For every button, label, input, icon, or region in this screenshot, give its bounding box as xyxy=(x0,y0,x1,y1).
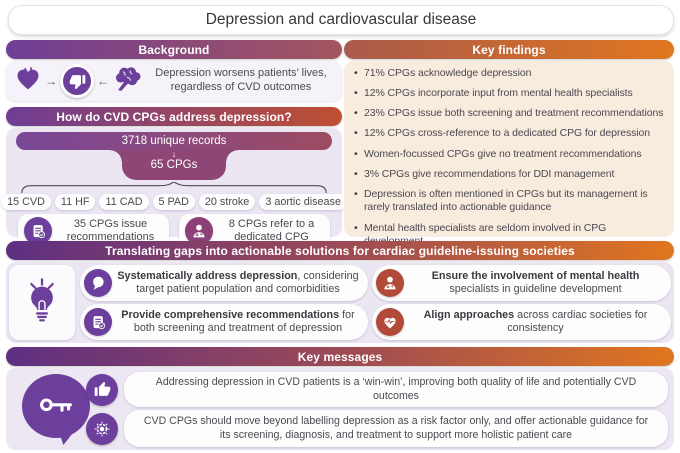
finding-item: Women-focussed CPGs give no treatment re… xyxy=(354,148,666,162)
key-message-card: CVD CPGs should move beyond labelling de… xyxy=(124,410,668,447)
solution-text-rest: for both screening and treatment of depr… xyxy=(133,308,355,334)
key-messages-label: Key messages xyxy=(297,349,383,364)
key-message-row: CVD CPGs should move beyond labelling de… xyxy=(86,410,668,447)
solution-text-bold: Ensure the involvement of mental health xyxy=(431,269,640,282)
chip-cvd: 15 CVD xyxy=(1,194,51,210)
brace-shape xyxy=(21,182,327,193)
solutions-panel: Systematically address depression, consi… xyxy=(6,262,674,343)
solutions-header-label: Translating gaps into actionable solutio… xyxy=(105,243,575,258)
cpg-panel: 3718 unique records ↓ 65 CPGs 15 CVD 11 … xyxy=(1,128,347,248)
heart-icon xyxy=(14,65,42,98)
chip-aortic: 3 aortic disease xyxy=(259,194,347,210)
solution-card-align-approaches: Align approaches across cardiac societie… xyxy=(372,304,671,340)
funnel-neck: ↓ 65 CPGs xyxy=(110,149,238,180)
solution-text-bold: Provide comprehensive recommendations xyxy=(121,308,340,321)
background-card: → ← Depression worsens patients’ lives, … xyxy=(6,61,342,101)
solution-text: Ensure the involvement of mental health … xyxy=(408,270,663,296)
key-messages-panel: Addressing depression in CVD patients is… xyxy=(6,368,674,450)
brain-icon xyxy=(112,64,144,99)
thumbs-down-icon xyxy=(60,64,94,98)
lightbulb-icon xyxy=(22,276,62,329)
right-arrow-icon: → xyxy=(45,74,57,88)
funnel-cpgs-label: 65 CPGs xyxy=(150,159,198,171)
chip-stroke: 20 stroke xyxy=(198,194,256,210)
solution-text-rest: specialists in guideline development xyxy=(449,283,622,295)
chip-hf: 11 HF xyxy=(54,194,96,210)
cpg-card-dedicated-text: 8 CPGs refer to a dedicated CPG xyxy=(228,217,315,243)
key-findings-label: Key findings xyxy=(472,42,546,57)
key-message-row: Addressing depression in CVD patients is… xyxy=(86,372,668,407)
finding-item: 23% CPGs issue both screening and treatm… xyxy=(354,107,666,121)
finding-item: 3% CPGs give recommendations for DDI man… xyxy=(354,168,666,182)
background-header: Background xyxy=(6,40,342,59)
chip-pad: 5 PAD xyxy=(152,194,195,210)
page-title-text: Depression and cardiovascular disease xyxy=(205,11,477,28)
solution-text-rest: , considering target patient population … xyxy=(136,269,359,295)
funnel-records-label: 3718 unique records xyxy=(121,135,227,147)
funnel-records-bar: 3718 unique records xyxy=(16,132,332,150)
solution-text-bold: Align approaches xyxy=(423,308,515,321)
cpg-card-recommendations-text: 35 CPGs issue recommendations xyxy=(66,217,155,243)
key-icon xyxy=(40,398,72,412)
solution-card-comprehensive-recommendations: Provide comprehensive recommendations fo… xyxy=(80,304,368,340)
left-arrow-icon: ← xyxy=(97,74,109,88)
cpg-question-header: How do CVD CPGs address depression? xyxy=(6,107,342,126)
solutions-header: Translating gaps into actionable solutio… xyxy=(6,241,674,260)
checklist-icon xyxy=(24,217,52,245)
solution-text-bold: Systematically address depression xyxy=(117,269,298,282)
down-arrow-icon: ↓ xyxy=(171,149,177,159)
doctor-icon xyxy=(376,269,404,297)
chip-cad: 11 CAD xyxy=(99,194,149,210)
heart-ecg-icon xyxy=(376,308,404,336)
finding-item: 12% CPGs cross-reference to a dedicated … xyxy=(354,127,666,141)
checklist-icon xyxy=(84,308,112,336)
solution-text: Systematically address depression, consi… xyxy=(116,270,360,296)
solution-text: Provide comprehensive recommendations fo… xyxy=(116,309,360,335)
solution-card-address-depression: Systematically address depression, consi… xyxy=(80,265,368,301)
solution-text-rest: across cardiac societies for consistency xyxy=(507,308,648,334)
background-text: Depression worsens patients’ lives, rega… xyxy=(155,67,327,93)
speech-bubble-icon xyxy=(84,269,112,297)
background-header-label: Background xyxy=(138,42,210,57)
key-message-card: Addressing depression in CVD patients is… xyxy=(124,372,668,407)
gear-icon xyxy=(86,412,118,445)
key-messages-header: Key messages xyxy=(6,347,674,366)
key-findings-card: 71% CPGs acknowledge depression 12% CPGs… xyxy=(344,61,674,247)
lightbulb-card xyxy=(9,265,75,340)
finding-item: 12% CPGs incorporate input from mental h… xyxy=(354,87,666,101)
finding-item: 71% CPGs acknowledge depression xyxy=(354,67,666,81)
cpg-question-label: How do CVD CPGs address depression? xyxy=(56,109,292,124)
solution-card-mental-health-specialists: Ensure the involvement of mental health … xyxy=(372,265,671,301)
thumbs-up-icon xyxy=(86,373,118,406)
key-findings-header: Key findings xyxy=(344,40,674,59)
key-bubble-icon xyxy=(22,374,90,438)
background-icons: → ← xyxy=(14,64,144,99)
solution-text: Align approaches across cardiac societie… xyxy=(408,309,663,335)
page-title: Depression and cardiovascular disease xyxy=(8,5,674,35)
finding-item: Depression is often mentioned in CPGs bu… xyxy=(354,188,666,215)
cpg-category-chips: 15 CVD 11 HF 11 CAD 5 PAD 20 stroke 3 ao… xyxy=(1,194,347,210)
doctor-icon xyxy=(185,217,213,245)
